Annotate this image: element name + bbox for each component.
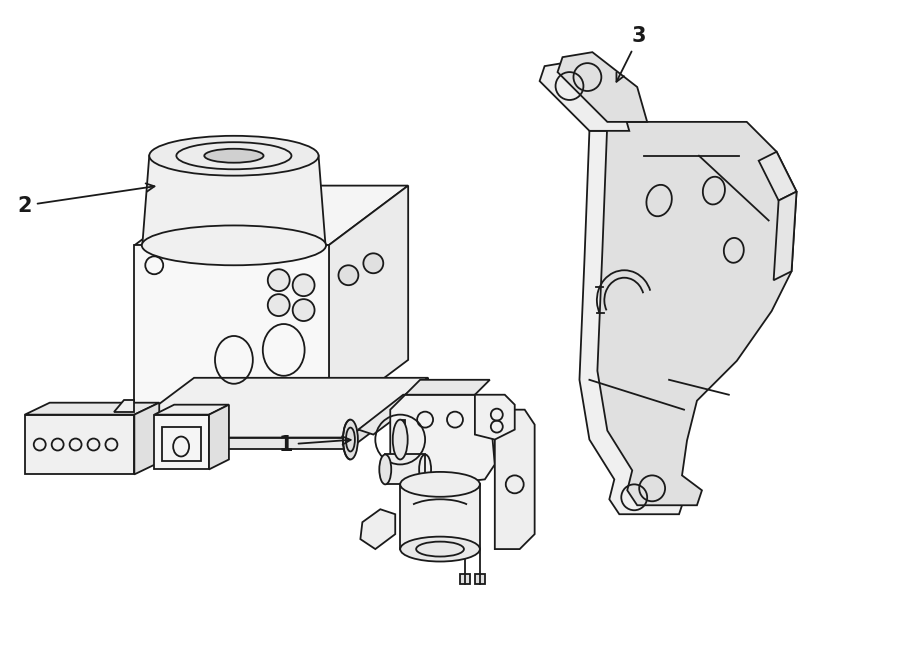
Polygon shape [400, 420, 405, 459]
Ellipse shape [392, 420, 408, 459]
Polygon shape [328, 186, 409, 420]
Ellipse shape [343, 420, 358, 459]
Circle shape [292, 299, 315, 321]
Polygon shape [540, 61, 629, 131]
Ellipse shape [400, 472, 480, 497]
Polygon shape [209, 405, 229, 469]
Polygon shape [134, 245, 328, 420]
Polygon shape [385, 455, 425, 485]
Polygon shape [114, 400, 134, 412]
Polygon shape [134, 403, 159, 475]
Polygon shape [475, 574, 485, 584]
Ellipse shape [400, 537, 480, 562]
Circle shape [268, 269, 290, 291]
Polygon shape [774, 192, 796, 280]
Polygon shape [142, 156, 326, 245]
Ellipse shape [379, 455, 392, 485]
Text: 3: 3 [616, 26, 646, 82]
Polygon shape [114, 438, 348, 449]
Ellipse shape [142, 225, 326, 265]
Polygon shape [348, 378, 428, 449]
Circle shape [268, 294, 290, 316]
Polygon shape [580, 131, 778, 514]
Polygon shape [405, 380, 490, 395]
Polygon shape [154, 405, 229, 414]
Polygon shape [25, 403, 159, 414]
Polygon shape [360, 509, 395, 549]
Polygon shape [25, 414, 134, 475]
Polygon shape [598, 122, 796, 505]
Polygon shape [460, 574, 470, 584]
Polygon shape [114, 378, 428, 438]
Text: 2: 2 [17, 183, 155, 215]
Polygon shape [358, 395, 413, 434]
Polygon shape [495, 410, 535, 549]
Polygon shape [759, 152, 796, 200]
Polygon shape [400, 485, 480, 549]
Polygon shape [134, 186, 409, 245]
Polygon shape [154, 414, 209, 469]
Circle shape [292, 274, 315, 296]
Ellipse shape [204, 149, 264, 163]
Text: 1: 1 [278, 434, 351, 455]
Polygon shape [475, 395, 515, 440]
Polygon shape [557, 52, 647, 122]
Ellipse shape [149, 136, 319, 176]
Circle shape [338, 265, 358, 285]
Polygon shape [391, 395, 495, 485]
Circle shape [364, 253, 383, 273]
